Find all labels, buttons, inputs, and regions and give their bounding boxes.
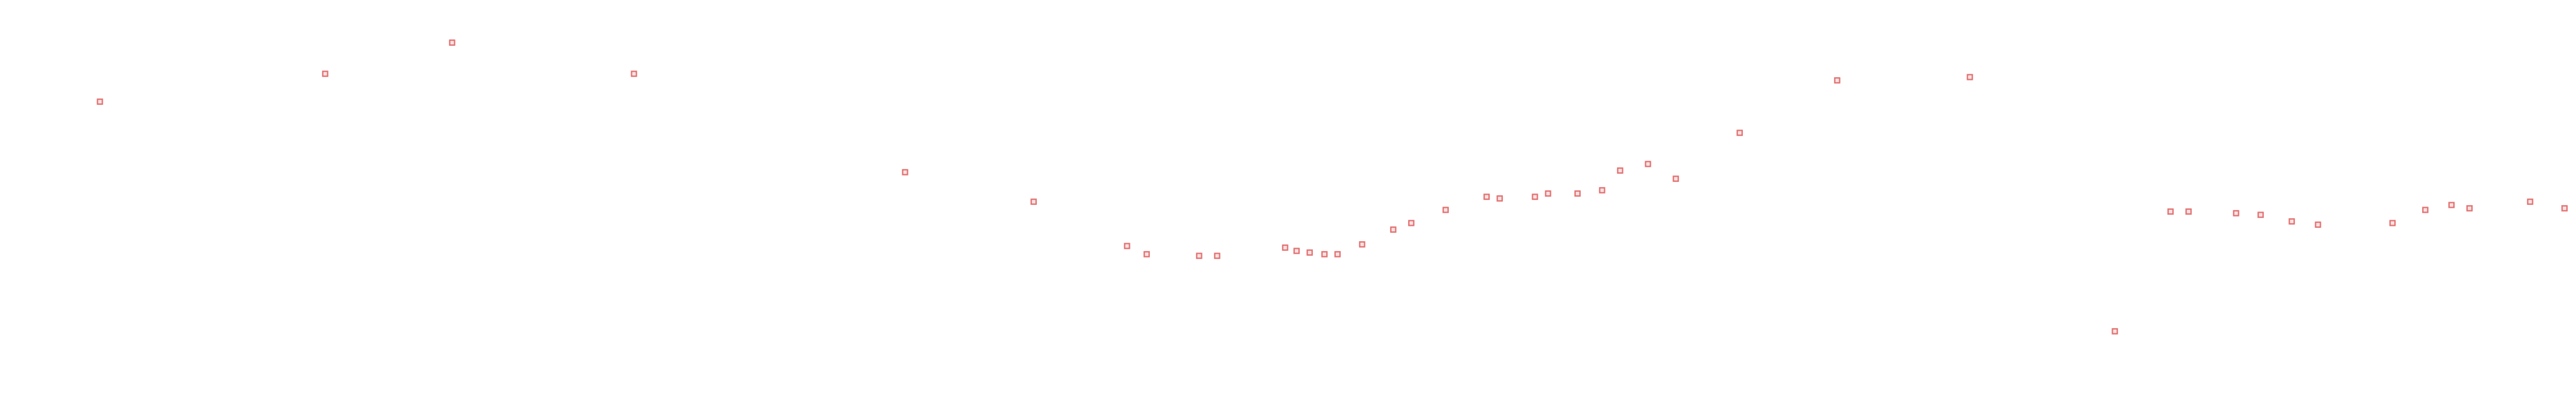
point [2233,210,2239,216]
point [902,169,908,175]
point [1359,241,1365,248]
point [1408,220,1415,226]
point [2257,212,2264,218]
point [1532,194,1538,200]
point [322,71,328,77]
point [1545,190,1551,197]
point [1124,243,1130,249]
point [1834,77,1840,84]
point [1214,253,1220,259]
point [1645,161,1651,167]
point [2289,218,2295,225]
point [2422,207,2429,213]
point [1967,74,1973,80]
point [1390,226,1397,233]
point [2466,205,2473,212]
point [1143,251,1150,257]
point [1293,248,1300,254]
point [2561,205,2568,212]
point [449,39,455,46]
point [2185,208,2192,215]
point [1030,198,1037,205]
point [2389,220,2396,226]
point [1196,253,1202,259]
point [2448,202,2455,208]
point [1282,244,1288,251]
point [631,71,637,77]
point [97,98,103,105]
point [1599,187,1605,194]
point [1306,249,1313,256]
point [1617,167,1623,174]
point [2167,208,2174,215]
point [1442,207,1449,213]
point [1321,251,1328,257]
point [1736,130,1743,136]
point [2112,328,2118,335]
point [1496,195,1503,202]
point [1673,175,1679,182]
point [2527,198,2533,205]
point [1334,251,1341,257]
point [1574,190,1581,197]
point [2315,221,2321,228]
point [1483,194,1490,200]
